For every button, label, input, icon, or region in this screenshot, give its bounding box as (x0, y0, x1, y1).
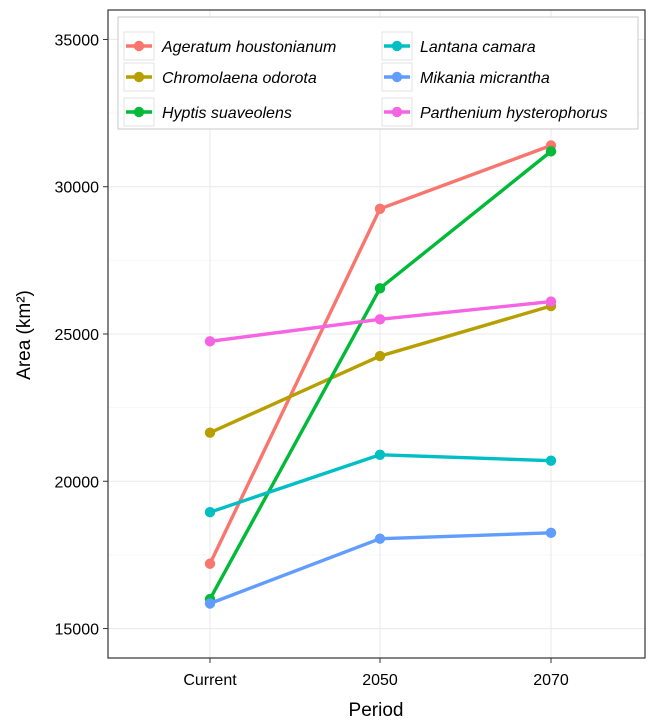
data-point (204, 598, 216, 609)
legend-key-point (391, 71, 403, 83)
legend-item: Hyptis suaveolens (123, 97, 292, 127)
legend-label: Ageratum houstonianum (161, 39, 336, 56)
x-tick-label: Current (183, 672, 237, 689)
y-axis-title: Area (km²) (14, 290, 35, 380)
legend-label: Chromolaena odorota (162, 70, 317, 87)
x-axis-title: Period (349, 700, 404, 721)
legend-item: Chromolaena odorota (123, 62, 317, 92)
y-axis: 15000 20000 25000 30000 35000 (55, 32, 108, 639)
data-point (545, 527, 557, 539)
series-layer (204, 140, 557, 609)
series-group (204, 449, 557, 518)
y-tick-label: 20000 (55, 474, 100, 491)
data-point (374, 350, 386, 362)
legend-item: Ageratum houstonianum (123, 31, 336, 61)
x-axis: Current 2050 2070 (183, 658, 569, 689)
y-tick-label: 35000 (55, 32, 100, 49)
legend-item: Parthenium hysterophorus (381, 97, 608, 127)
data-point (204, 427, 216, 438)
x-tick-label: 2050 (362, 672, 398, 689)
y-tick-label: 25000 (55, 327, 100, 344)
data-point (545, 296, 557, 307)
data-point (545, 455, 557, 466)
series-group (204, 527, 557, 609)
data-point (374, 283, 386, 294)
legend-label: Parthenium hysterophorus (420, 105, 608, 122)
data-point (204, 336, 216, 347)
legend: Ageratum houstonianum Chromolaena odorota… (117, 16, 639, 130)
legend-key-point (391, 40, 403, 52)
legend-label: Lantana camara (420, 39, 536, 56)
legend-item: Mikania micrantha (381, 62, 550, 92)
legend-key-point (133, 71, 145, 83)
legend-label: Hyptis suaveolens (162, 105, 292, 122)
x-tick-label: 2070 (533, 672, 569, 689)
data-point (545, 146, 557, 157)
series-group (204, 296, 557, 347)
legend-key-point (391, 106, 403, 118)
legend-label: Mikania micrantha (420, 70, 550, 87)
data-point (204, 558, 216, 569)
legend-key-point (133, 106, 145, 118)
data-point (374, 203, 386, 215)
data-point (374, 533, 386, 544)
y-tick-label: 30000 (55, 180, 100, 197)
legend-key-point (133, 40, 145, 52)
legend-item: Lantana camara (381, 31, 536, 61)
y-tick-label: 15000 (55, 622, 100, 639)
data-point (374, 449, 386, 460)
data-point (204, 507, 216, 518)
legend-box (117, 16, 639, 130)
data-point (374, 314, 386, 325)
